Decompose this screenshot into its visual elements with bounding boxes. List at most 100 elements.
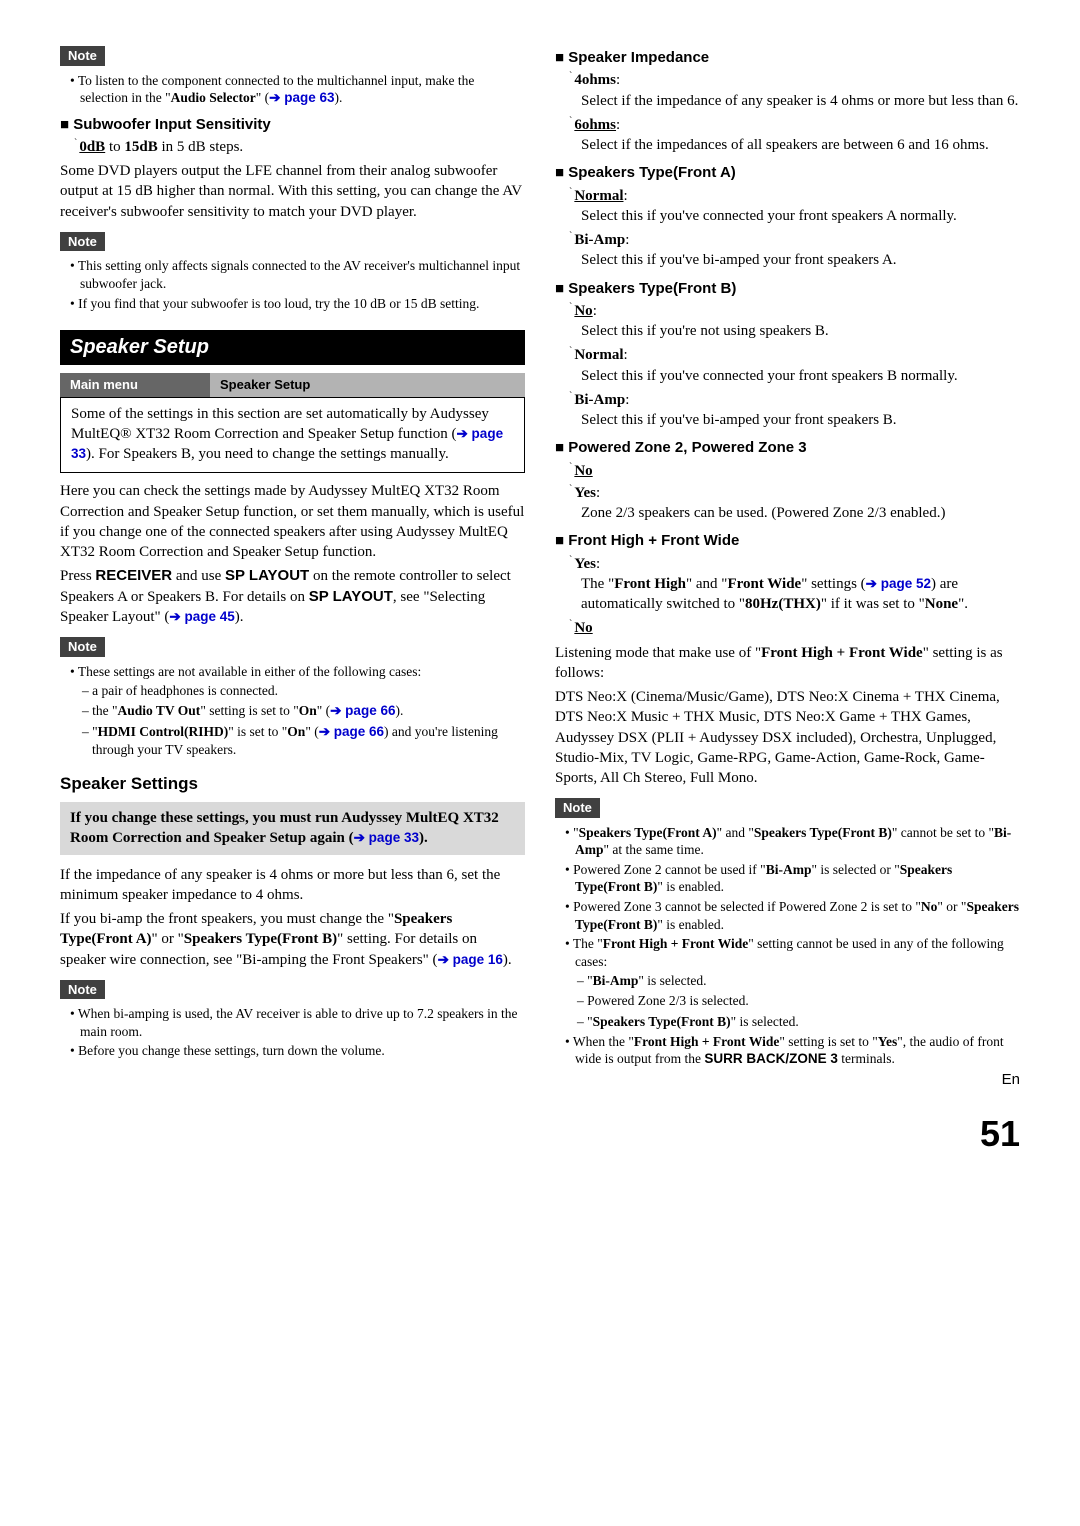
body-paragraph: If the impedance of any speaker is 4 ohm… bbox=[60, 865, 525, 906]
note-label: Note bbox=[60, 46, 105, 66]
page-link[interactable]: ➔ page 66 bbox=[330, 703, 395, 718]
bold-term: Front High bbox=[614, 576, 686, 592]
right-column: Speaker Impedance `4ohms: Select if the … bbox=[555, 40, 1020, 1070]
note-label: Note bbox=[555, 798, 600, 818]
text: These settings are not available in eith… bbox=[78, 664, 421, 679]
section-heading: Speakers Type(Front B) bbox=[555, 279, 1020, 299]
body-paragraph: DTS Neo:X (Cinema/Music/Game), DTS Neo:X… bbox=[555, 687, 1020, 788]
sub-bullet: – the "Audio TV Out" setting is set to "… bbox=[82, 702, 525, 720]
bold-term: Speakers Type(Front B) bbox=[754, 825, 892, 840]
text: " ( bbox=[305, 724, 318, 739]
text: " is selected. bbox=[638, 973, 706, 988]
text: ). bbox=[235, 609, 244, 625]
text: Before you change these settings, turn d… bbox=[78, 1043, 385, 1058]
left-column: Note • To listen to the component connec… bbox=[60, 40, 525, 1070]
body-paragraph: If you bi-amp the front speakers, you mu… bbox=[60, 909, 525, 970]
page-link[interactable]: ➔ page 45 bbox=[169, 609, 234, 624]
text: " is enabled. bbox=[657, 879, 724, 894]
option-desc: Select this if you've connected your fro… bbox=[581, 206, 1020, 226]
option-name: Yes bbox=[574, 556, 596, 572]
option-name: 4ohms bbox=[574, 72, 616, 88]
option-name: Yes bbox=[574, 485, 596, 501]
text: When the " bbox=[573, 1034, 634, 1049]
terminal-name: SURR BACK/ZONE 3 bbox=[704, 1051, 838, 1066]
option-desc: Select this if you've connected your fro… bbox=[581, 366, 1020, 386]
text: ). bbox=[334, 90, 342, 105]
text: " ( bbox=[317, 703, 330, 718]
bold-term: On bbox=[287, 724, 305, 739]
text: a pair of headphones is connected. bbox=[92, 683, 278, 698]
option-name: No bbox=[574, 463, 592, 479]
option-value: 0dB bbox=[79, 139, 105, 155]
bold-term: Audio Selector bbox=[171, 90, 256, 105]
page-link[interactable]: ➔ page 66 bbox=[319, 724, 384, 739]
bold-term: Front High + Front Wide bbox=[603, 936, 748, 951]
option-desc: Select this if you're not using speakers… bbox=[581, 321, 1020, 341]
text: Powered Zone 2/3 is selected. bbox=[587, 993, 749, 1008]
bold-term: None bbox=[925, 596, 958, 612]
option-label: `Bi-Amp: bbox=[569, 390, 1020, 410]
menu-path-value: Speaker Setup bbox=[210, 373, 320, 397]
text: " at the same time. bbox=[604, 842, 704, 857]
page-link[interactable]: ➔ page 63 bbox=[269, 90, 334, 105]
option-label: `No bbox=[569, 618, 1020, 638]
menu-path-row: Main menu Speaker Setup bbox=[60, 373, 525, 397]
text: terminals. bbox=[838, 1051, 895, 1066]
text: " ( bbox=[256, 90, 269, 105]
note-bullet: • To listen to the component connected t… bbox=[70, 72, 525, 107]
option-name: No bbox=[574, 303, 592, 319]
text: " and " bbox=[717, 825, 754, 840]
page-link[interactable]: ➔ page 16 bbox=[438, 952, 503, 967]
bold-term: Speakers Type(Front B) bbox=[184, 931, 337, 947]
note-bullet: • If you find that your subwoofer is too… bbox=[70, 295, 525, 313]
section-heading: Subwoofer Input Sensitivity bbox=[60, 115, 525, 135]
section-heading: Front High + Front Wide bbox=[555, 531, 1020, 551]
option-label: `Yes: bbox=[569, 483, 1020, 503]
bold-term: On bbox=[299, 703, 317, 718]
text: ). bbox=[395, 703, 403, 718]
section-banner: Speaker Setup bbox=[60, 330, 525, 365]
text: ). bbox=[419, 830, 428, 846]
sub-bullet: – "Bi-Amp" is selected. bbox=[577, 972, 1020, 990]
option-line: `0dB to 15dB in 5 dB steps. bbox=[74, 137, 525, 157]
note-bullet: • "Speakers Type(Front A)" and "Speakers… bbox=[565, 824, 1020, 859]
bold-term: Audio TV Out bbox=[118, 703, 201, 718]
text: " setting is set to " bbox=[779, 1034, 877, 1049]
option-desc: Select if the impedances of all speakers… bbox=[581, 135, 1020, 155]
text: When bi-amping is used, the AV receiver … bbox=[78, 1006, 518, 1039]
text: and use bbox=[172, 568, 225, 584]
option-name: Normal bbox=[574, 188, 623, 204]
button-name: SP LAYOUT bbox=[309, 588, 393, 605]
note-bullet: • Powered Zone 2 cannot be used if "Bi-A… bbox=[565, 861, 1020, 896]
bold-term: Speakers Type(Front A) bbox=[579, 825, 717, 840]
option-desc: Select this if you've bi-amped your fron… bbox=[581, 410, 1020, 430]
info-box: Some of the settings in this section are… bbox=[60, 397, 525, 474]
note-bullet: • Before you change these settings, turn… bbox=[70, 1042, 525, 1060]
bold-term: Bi-Amp bbox=[766, 862, 812, 877]
note-bullet: • Powered Zone 3 cannot be selected if P… bbox=[565, 898, 1020, 933]
text: ). For Speakers B, you need to change th… bbox=[86, 446, 449, 462]
button-name: SP LAYOUT bbox=[225, 567, 309, 584]
text: The " bbox=[573, 936, 603, 951]
option-name: 6ohms bbox=[574, 117, 616, 133]
text: Press bbox=[60, 568, 95, 584]
page-link[interactable]: ➔ page 52 bbox=[866, 576, 931, 591]
sub-bullet: – "HDMI Control(RIHD)" is set to "On" (➔… bbox=[82, 723, 525, 759]
note-bullet: • The "Front High + Front Wide" setting … bbox=[565, 935, 1020, 970]
text: ). bbox=[503, 952, 512, 968]
bold-term: Yes bbox=[878, 1034, 898, 1049]
text: If you find that your subwoofer is too l… bbox=[78, 296, 479, 311]
bold-term: 80Hz(THX) bbox=[745, 596, 821, 612]
option-name: Normal bbox=[574, 347, 623, 363]
page-content: Note • To listen to the component connec… bbox=[60, 40, 1020, 1070]
page-language: En bbox=[60, 1070, 1020, 1090]
text: the " bbox=[92, 703, 117, 718]
text: " and " bbox=[686, 576, 727, 592]
text: " settings ( bbox=[801, 576, 865, 592]
warning-box: If you change these settings, you must r… bbox=[60, 802, 525, 855]
page-link[interactable]: ➔ page 33 bbox=[354, 830, 419, 845]
option-name: No bbox=[574, 620, 592, 636]
bold-term: Front High + Front Wide bbox=[634, 1034, 779, 1049]
text: ". bbox=[958, 596, 968, 612]
option-label: `4ohms: bbox=[569, 70, 1020, 90]
